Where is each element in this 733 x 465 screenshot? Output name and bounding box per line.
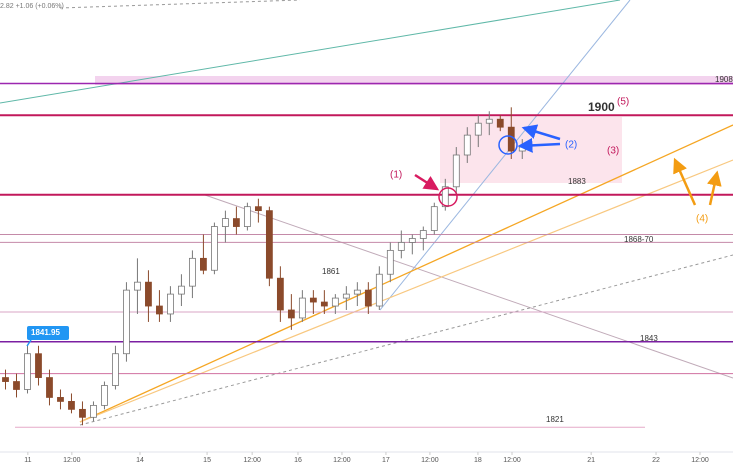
annotation-text: 1868-70 [624, 235, 654, 244]
candle-body [57, 397, 64, 402]
annotation-text: 1821 [546, 415, 564, 424]
candle-body [276, 277, 284, 311]
candle-body [397, 242, 405, 251]
trend-line [79, 124, 733, 423]
trend-line [79, 254, 733, 426]
x-tick-label: 12:00 [333, 457, 351, 464]
x-tick-label: 18 [474, 457, 482, 464]
candle-body [430, 206, 438, 231]
candle-body [243, 206, 251, 227]
candle-body [298, 297, 306, 319]
trend-line [79, 159, 733, 423]
candle-body [46, 377, 53, 398]
candle-body [79, 408, 86, 418]
candle-body [287, 309, 295, 319]
candle-body [101, 385, 108, 406]
x-tick-label: 14 [136, 457, 144, 464]
arrow [673, 157, 697, 206]
arrow [521, 124, 561, 141]
candle-body [474, 122, 482, 136]
candle-body [485, 118, 493, 124]
candle-body [452, 154, 460, 188]
trend-line [59, 0, 301, 9]
annotation-text: 1861 [322, 267, 340, 276]
candle-body [463, 134, 471, 156]
x-tick-label: 11 [24, 457, 31, 464]
x-tick-label: 16 [294, 457, 302, 464]
trend-line [0, 0, 621, 104]
candle-body [386, 249, 394, 275]
candle-body [309, 297, 317, 303]
candle-body [441, 186, 449, 208]
x-tick-label: 15 [203, 457, 211, 464]
annotation-text: 1841.95 [31, 328, 60, 337]
candle-body [112, 353, 119, 386]
candle-body [320, 301, 328, 307]
candle-body [200, 257, 207, 271]
annotation-text: (4) [696, 214, 708, 225]
candle-body [68, 401, 75, 410]
candle-body [211, 226, 218, 271]
candles [2, 107, 526, 426]
candle-body [364, 289, 372, 307]
candle-body [408, 238, 416, 243]
levels [0, 82, 733, 428]
annotation-text: (5) [617, 97, 629, 108]
trend-line [204, 194, 733, 379]
annotation-text: 1900 [588, 100, 615, 114]
candle-body [123, 289, 130, 355]
candle-body [35, 353, 42, 378]
candle-body [167, 293, 174, 315]
candle-body [134, 281, 141, 291]
x-tick-label: 12:00 [421, 457, 439, 464]
candle-body [496, 118, 504, 128]
candle-body [90, 404, 97, 418]
candle-body [375, 273, 383, 307]
x-tick-label: 12:00 [243, 457, 261, 464]
price-badge-pointer [26, 339, 32, 347]
arrow [517, 137, 561, 153]
candle-body [331, 297, 339, 307]
arrow [707, 170, 722, 206]
candle-body [24, 353, 31, 390]
annotation-text: 1883 [568, 177, 586, 186]
annotations: 2.82 +1.06 (+0.06%) 1908 1900 (5) 1883 1868-… [0, 3, 733, 424]
candle-body [178, 285, 185, 295]
candle-body [265, 210, 273, 279]
x-tick-label: 12:00 [63, 457, 81, 464]
x-tick-label: 12:00 [691, 457, 709, 464]
price-badge [27, 326, 69, 340]
annotation-text: (1) [390, 170, 402, 181]
x-tick-label: 12:00 [503, 457, 521, 464]
candle-body [156, 305, 163, 315]
candle-body [189, 257, 196, 287]
annotation-text: (3) [607, 146, 619, 157]
candle-body [353, 289, 361, 295]
x-tick-label: 21 [587, 457, 595, 464]
candle-body [419, 230, 427, 239]
candle-body [518, 146, 526, 152]
trend-line [379, 0, 631, 311]
candle-body [2, 377, 9, 382]
header-text: 2.82 +1.06 (+0.06%) [0, 3, 64, 10]
candle-body [507, 126, 515, 152]
candle-body [342, 293, 350, 299]
x-tick-label: 22 [652, 457, 660, 464]
zone-band [95, 76, 733, 85]
candle-body [13, 381, 20, 390]
arrow [414, 173, 440, 191]
candle-body [232, 218, 240, 227]
annotation-text: 1908 [715, 75, 733, 84]
annotation-text: 1843 [640, 334, 658, 343]
x-tick-label: 17 [382, 457, 390, 464]
circle-marker [498, 135, 518, 155]
candle-body [221, 218, 229, 227]
circle-marker [438, 187, 458, 207]
candle-body [254, 206, 262, 212]
annotation-text: (2) [565, 140, 577, 151]
candle-body [145, 281, 152, 307]
